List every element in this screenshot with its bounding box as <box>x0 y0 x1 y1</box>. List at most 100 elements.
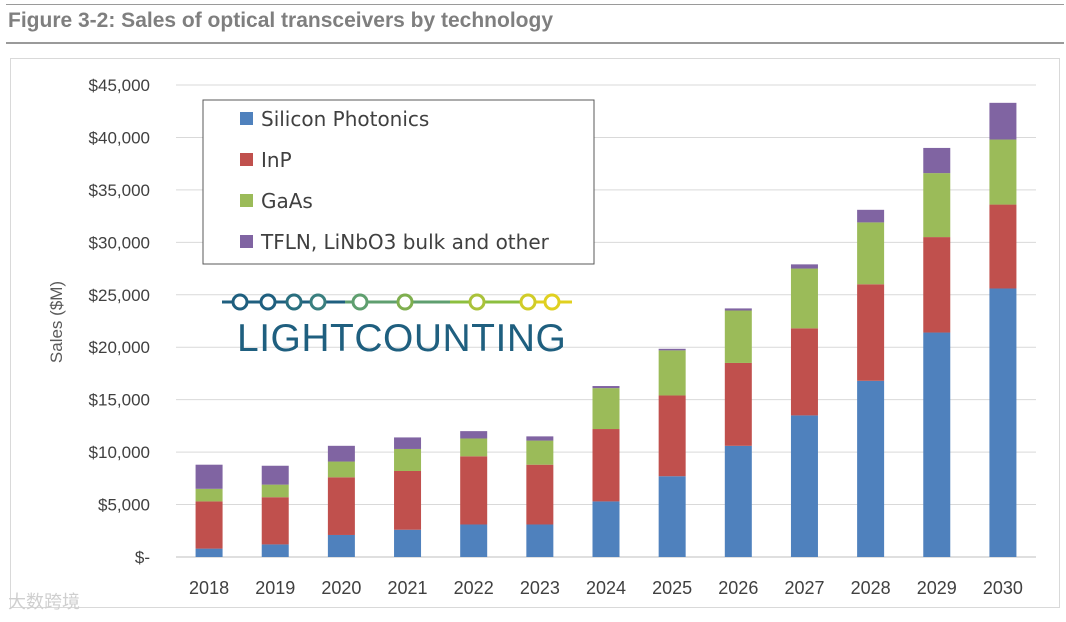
bar-segment <box>658 348 686 351</box>
x-tick-label: 2020 <box>321 578 361 598</box>
bars <box>195 102 1017 557</box>
bar-segment <box>327 445 355 462</box>
bar-segment <box>592 386 620 389</box>
bar-segment <box>195 501 223 549</box>
x-tick-label: 2026 <box>718 578 758 598</box>
bar-segment <box>195 548 223 557</box>
bar-segment <box>394 529 422 557</box>
y-tick-label: $45,000 <box>89 76 150 95</box>
y-tick-label: $15,000 <box>89 391 150 410</box>
bar-segment <box>460 438 488 457</box>
bar-segment <box>790 264 818 269</box>
y-tick-label: $5,000 <box>98 496 150 515</box>
logo-dot <box>259 293 277 311</box>
bar-segment <box>923 147 951 174</box>
bar-segment <box>394 437 422 449</box>
bar-segment <box>460 431 488 439</box>
legend-swatch <box>240 235 253 248</box>
logo-dot-line <box>222 293 572 311</box>
y-tick-label: $20,000 <box>89 338 150 357</box>
bar-segment <box>989 204 1017 289</box>
bar-segment <box>989 288 1017 557</box>
bar-segment <box>724 362 752 446</box>
x-tick-label: 2019 <box>255 578 295 598</box>
y-tick-label: $40,000 <box>89 128 150 147</box>
x-tick-label: 2030 <box>983 578 1023 598</box>
logo-dot <box>351 293 369 311</box>
y-tick-label: $- <box>135 548 150 567</box>
y-axis: $- $5,000 $10,000 $15,000 $20,000 $25,000 $30,… <box>89 76 150 567</box>
bar-segment <box>592 388 620 430</box>
bar-segment <box>790 268 818 329</box>
figure-title: Figure 3-2: Sales of optical transceiver… <box>8 9 553 32</box>
y-tick-label: $25,000 <box>89 286 150 305</box>
logo-dot <box>543 293 561 311</box>
bar-segment <box>857 380 885 557</box>
bar-segment <box>658 476 686 557</box>
y-tick-label: $35,000 <box>89 181 150 200</box>
logo-dot <box>468 293 486 311</box>
bar-segment <box>261 544 289 557</box>
title-top-rule <box>6 4 1064 5</box>
bar-segment <box>923 173 951 238</box>
bar-segment <box>857 284 885 381</box>
bar-segment <box>989 102 1017 140</box>
bar-segment <box>460 456 488 525</box>
title-bottom-rule <box>6 42 1064 44</box>
bar-segment <box>261 465 289 485</box>
logo-dot <box>285 293 303 311</box>
x-tick-label: 2022 <box>454 578 494 598</box>
logo-dot <box>231 293 249 311</box>
x-tick-label: 2021 <box>388 578 428 598</box>
bar-segment <box>394 448 422 471</box>
bar-segment <box>724 308 752 311</box>
bar-segment <box>526 440 554 465</box>
bar-segment <box>195 488 223 502</box>
chart-frame <box>10 58 1060 608</box>
x-tick-label: 2024 <box>586 578 626 598</box>
bar-segment <box>526 436 554 441</box>
bar-segment <box>790 415 818 557</box>
legend-box <box>202 99 595 265</box>
logo-dot <box>309 293 327 311</box>
watermark: 大数跨境 <box>8 592 80 613</box>
bar-segment <box>327 477 355 535</box>
legend-label: GaAs <box>261 189 313 213</box>
x-tick-label: 2028 <box>851 578 891 598</box>
legend-items: Silicon Photonics InP GaAs TFLN, LiNbO3 bul… <box>240 107 550 254</box>
x-tick-label: 2029 <box>917 578 957 598</box>
logo-dot <box>396 293 414 311</box>
x-tick-label: 2025 <box>652 578 692 598</box>
bar-segment <box>327 534 355 557</box>
bar-segment <box>724 310 752 363</box>
lightcounting-logo: LIGHTCOUNTING <box>222 293 572 360</box>
bar-segment <box>526 464 554 525</box>
x-tick-label: 2018 <box>189 578 229 598</box>
bar-segment <box>327 461 355 478</box>
bar-segment <box>989 139 1017 205</box>
bar-segment <box>658 395 686 477</box>
y-tick-label: $30,000 <box>89 233 150 252</box>
x-axis: 2018 2019 2020 2021 2022 2023 2024 2025 2026 2027… <box>189 578 1023 598</box>
y-axis-label: Sales ($M) <box>47 281 66 363</box>
legend-label: InP <box>261 148 292 172</box>
bar-segment <box>394 470 422 530</box>
x-tick-label: 2027 <box>784 578 824 598</box>
y-tick-label: $10,000 <box>89 443 150 462</box>
bar-segment <box>592 501 620 557</box>
bar-segment <box>857 222 885 285</box>
legend-label: TFLN, LiNbO3 bulk and other <box>260 230 550 254</box>
legend-swatch <box>240 153 253 166</box>
bar-segment <box>923 332 951 557</box>
bar-segment <box>261 497 289 545</box>
logo-dot <box>519 293 537 311</box>
bar-segment <box>460 524 488 557</box>
legend: Silicon Photonics InP GaAs TFLN, LiNbO3 bul… <box>202 99 595 265</box>
bar-segment <box>195 464 223 489</box>
bar-segment <box>526 524 554 557</box>
x-tick-label: 2023 <box>520 578 560 598</box>
bar-segment <box>724 445 752 557</box>
legend-swatch <box>240 112 253 125</box>
legend-label: Silicon Photonics <box>261 107 429 131</box>
